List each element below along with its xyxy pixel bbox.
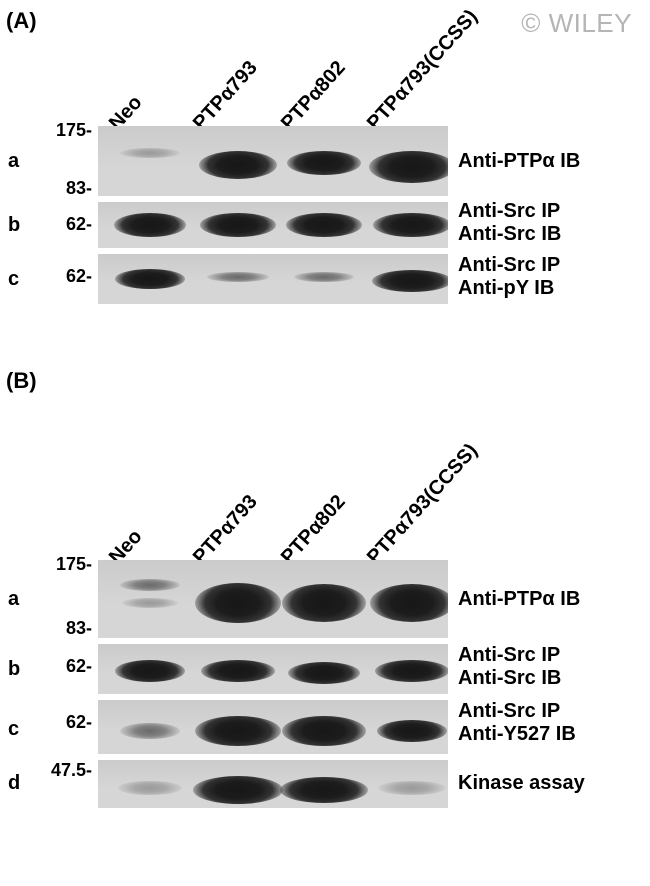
mw-83-b: 83- [48,618,92,639]
band [201,660,275,682]
lane-label-ptp793ccss-b: PTPα793(CCSS) [363,440,483,569]
band [120,579,180,591]
row-label-b-c: c [8,718,19,741]
lane-label-ptp793-b: PTPα793 [189,491,263,569]
band [377,720,447,742]
right-label-b-a: Anti-PTPα IB [458,588,580,611]
band [373,213,448,237]
lane-label-ptp793-a: PTPα793 [189,57,263,135]
band [375,660,448,682]
band [287,151,361,175]
band [195,583,281,623]
blot-b-a [98,560,448,638]
band [282,584,366,622]
mw-62-bc: 62- [48,712,92,733]
lane-label-ptp793ccss-a: PTPα793(CCSS) [363,6,483,135]
right-label-b-b: Anti-Src IP Anti-Src IB [458,644,561,690]
blot-b-b [98,644,448,694]
blot-a-c [98,254,448,304]
band [115,660,185,682]
right-label-a-b: Anti-Src IP Anti-Src IB [458,200,561,246]
band [370,584,448,622]
band [294,272,354,282]
band [372,270,448,292]
watermark: © WILEY [521,8,632,39]
right-label-b-d: Kinase assay [458,772,585,795]
band [200,213,276,237]
mw-62-ab: 62- [48,214,92,235]
row-label-b-a: a [8,588,19,611]
band [122,598,178,608]
band [378,781,446,795]
band [369,151,448,183]
right-label-b-c: Anti-Src IP Anti-Y527 IB [458,700,576,746]
right-label-a-c: Anti-Src IP Anti-pY IB [458,254,560,300]
blot-b-c [98,700,448,754]
mw-47-bd: 47.5- [36,760,92,781]
band [114,213,186,237]
band [288,662,360,684]
band [286,213,362,237]
band [120,723,180,739]
band [193,776,283,804]
band [195,716,281,746]
blot-a-b [98,202,448,248]
band [280,777,368,803]
mw-62-bb: 62- [48,656,92,677]
band [120,148,180,158]
panel-b-label: (B) [6,368,37,394]
right-label-a-a: Anti-PTPα IB [458,150,580,173]
row-label-b-d: d [8,772,20,795]
blot-b-d [98,760,448,808]
band [115,269,185,289]
lane-label-ptp802-a: PTPα802 [277,57,351,135]
blot-a-a [98,126,448,196]
lane-label-ptp802-b: PTPα802 [277,491,351,569]
mw-62-ac: 62- [48,266,92,287]
row-label-a-b: b [8,214,20,237]
panel-a-label: (A) [6,8,37,34]
row-label-a-a: a [8,150,19,173]
row-label-a-c: c [8,268,19,291]
row-label-b-b: b [8,658,20,681]
mw-175-b: 175- [48,554,92,575]
mw-175-a: 175- [48,120,92,141]
mw-83-a: 83- [48,178,92,199]
band [118,781,182,795]
band [282,716,366,746]
band [207,272,269,282]
band [199,151,277,179]
